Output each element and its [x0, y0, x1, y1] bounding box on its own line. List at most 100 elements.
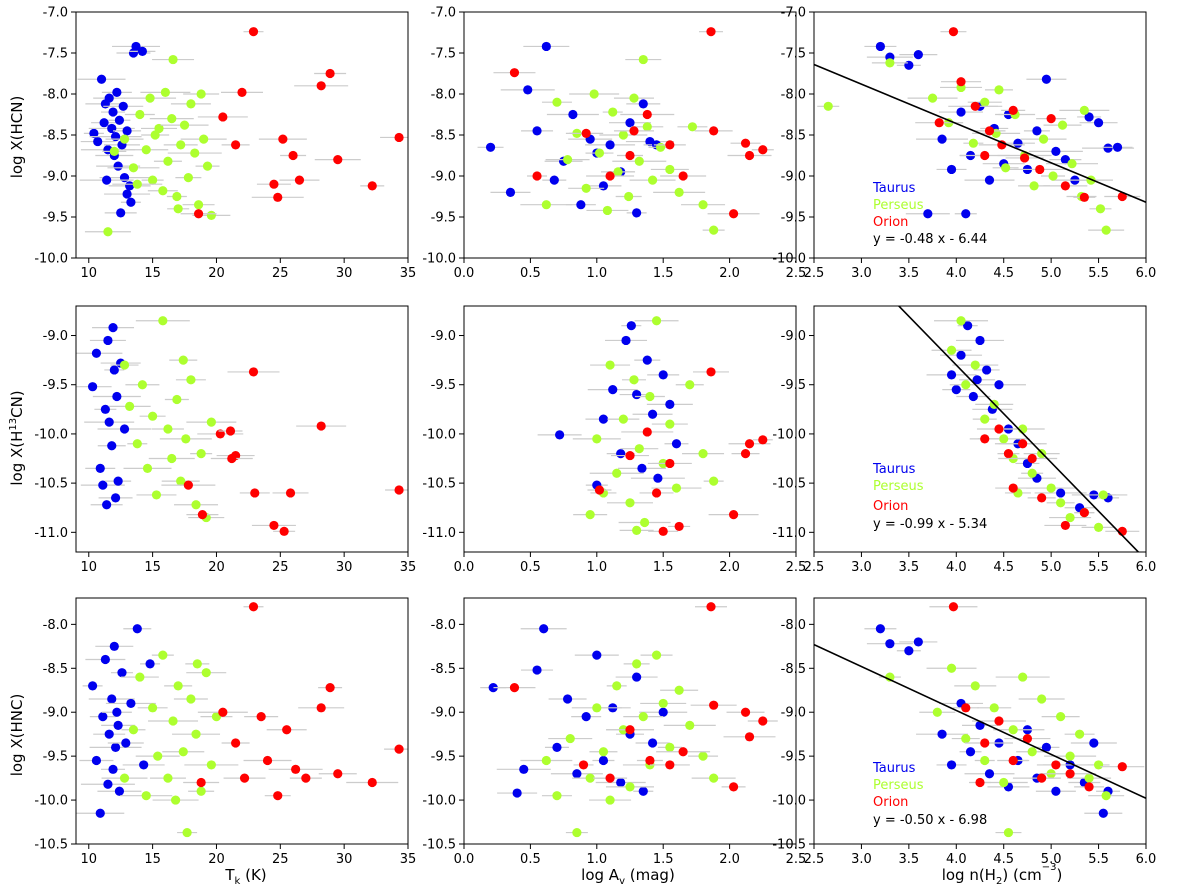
data-point-perseus	[1101, 225, 1111, 235]
data-point-taurus	[555, 430, 565, 440]
data-point-perseus	[541, 755, 551, 766]
data-point-orion	[728, 209, 739, 219]
data-point-orion	[665, 140, 675, 150]
data-point-taurus	[946, 370, 957, 380]
data-point-orion	[994, 716, 1004, 726]
data-point-taurus	[132, 624, 142, 634]
x-tick-label: 5.0	[1041, 852, 1062, 867]
data-point-perseus	[132, 439, 142, 449]
data-point-taurus	[99, 118, 109, 128]
data-point-taurus	[549, 175, 559, 185]
data-point-taurus	[638, 99, 648, 109]
data-point-orion	[227, 453, 237, 464]
data-point-taurus	[658, 370, 668, 380]
data-point-taurus	[605, 140, 615, 150]
data-point-perseus	[709, 476, 719, 486]
data-point-orion	[215, 429, 225, 439]
data-point-taurus	[112, 87, 122, 97]
data-point-perseus	[173, 681, 183, 691]
x-tick-label: 30	[336, 266, 353, 281]
y-tick-label: -8.0	[781, 88, 806, 103]
x-tick-label: 4.5	[993, 266, 1014, 281]
data-point-orion	[1046, 114, 1056, 124]
data-point-orion	[970, 101, 980, 111]
data-point-perseus	[592, 703, 602, 713]
data-point-perseus	[1029, 181, 1039, 191]
x-tick-label: 3.0	[851, 266, 872, 281]
y-tick-label: -7.5	[431, 47, 456, 62]
data-point-perseus	[1067, 159, 1077, 169]
data-point-perseus	[206, 210, 216, 220]
data-point-perseus	[1057, 120, 1068, 130]
y-tick-label: -10.5	[422, 477, 456, 492]
data-point-perseus	[168, 716, 178, 726]
x-tick-label: 3.5	[899, 852, 920, 867]
data-point-taurus	[647, 738, 658, 748]
legend-label-perseus: Perseus	[873, 198, 924, 213]
data-point-taurus	[126, 197, 136, 207]
data-point-taurus	[592, 650, 602, 660]
data-point-orion	[269, 179, 279, 189]
data-point-taurus	[118, 101, 128, 111]
y-tick-label: -10.5	[772, 477, 806, 492]
data-point-perseus	[634, 156, 644, 166]
data-point-orion	[279, 526, 289, 536]
data-point-taurus	[108, 323, 118, 333]
data-point-taurus	[126, 698, 136, 709]
x-tick-label: 30	[336, 852, 353, 867]
legend-row3: Taurus Perseus Orion y = -0.50 x - 6.98	[872, 761, 987, 828]
plot-area	[76, 316, 408, 536]
data-point-orion	[333, 155, 343, 165]
data-point-taurus	[1013, 138, 1023, 148]
data-point-perseus	[552, 791, 562, 801]
data-point-taurus	[114, 115, 125, 125]
y-tick-label: -10.0	[422, 252, 456, 267]
data-point-taurus	[626, 321, 636, 331]
data-point-orion	[1079, 508, 1089, 518]
data-point-taurus	[98, 480, 108, 490]
data-point-taurus	[109, 365, 119, 375]
data-point-taurus	[103, 779, 113, 789]
data-point-perseus	[642, 122, 652, 132]
y-tick-label: -8.5	[43, 662, 68, 677]
data-point-orion	[948, 602, 959, 612]
data-point-perseus	[665, 419, 675, 429]
y-tick-label: -10.5	[772, 838, 806, 853]
data-point-taurus	[598, 414, 609, 424]
data-point-perseus	[148, 175, 158, 185]
y-tick-label: -10.0	[422, 427, 456, 442]
data-point-orion	[629, 126, 639, 136]
data-point-orion	[248, 367, 259, 377]
data-point-orion	[1019, 153, 1030, 163]
data-point-orion	[605, 171, 615, 181]
fit-line	[814, 63, 1146, 203]
data-point-perseus	[148, 703, 158, 713]
data-point-perseus	[613, 167, 623, 177]
x-axis-label-tk-part: T	[224, 866, 235, 884]
x-axis-label-av-subscript: v	[619, 876, 625, 887]
y-tick-label: -9.5	[781, 378, 806, 393]
x-tick-label: 30	[336, 560, 353, 575]
data-point-taurus	[91, 348, 102, 358]
data-point-taurus	[104, 729, 114, 739]
data-point-taurus	[1032, 126, 1042, 136]
data-point-perseus	[191, 500, 201, 510]
data-point-taurus	[107, 123, 117, 134]
data-point-perseus	[1046, 483, 1056, 493]
data-point-perseus	[1093, 760, 1104, 770]
data-point-orion	[1060, 181, 1070, 191]
data-point-taurus	[137, 46, 147, 56]
data-point-perseus	[618, 130, 628, 140]
data-point-taurus	[923, 209, 933, 219]
y-tick-label: -8.0	[431, 88, 456, 103]
data-point-orion	[642, 427, 652, 437]
data-point-perseus	[1065, 512, 1075, 523]
data-point-taurus	[875, 624, 886, 634]
plot-area	[814, 602, 1146, 838]
data-point-perseus	[137, 380, 147, 390]
data-point-perseus	[168, 54, 178, 65]
data-point-perseus	[186, 375, 196, 385]
data-point-perseus	[196, 89, 206, 99]
x-tick-label: 0.0	[454, 266, 475, 281]
legend-label-taurus: Taurus	[872, 761, 916, 776]
